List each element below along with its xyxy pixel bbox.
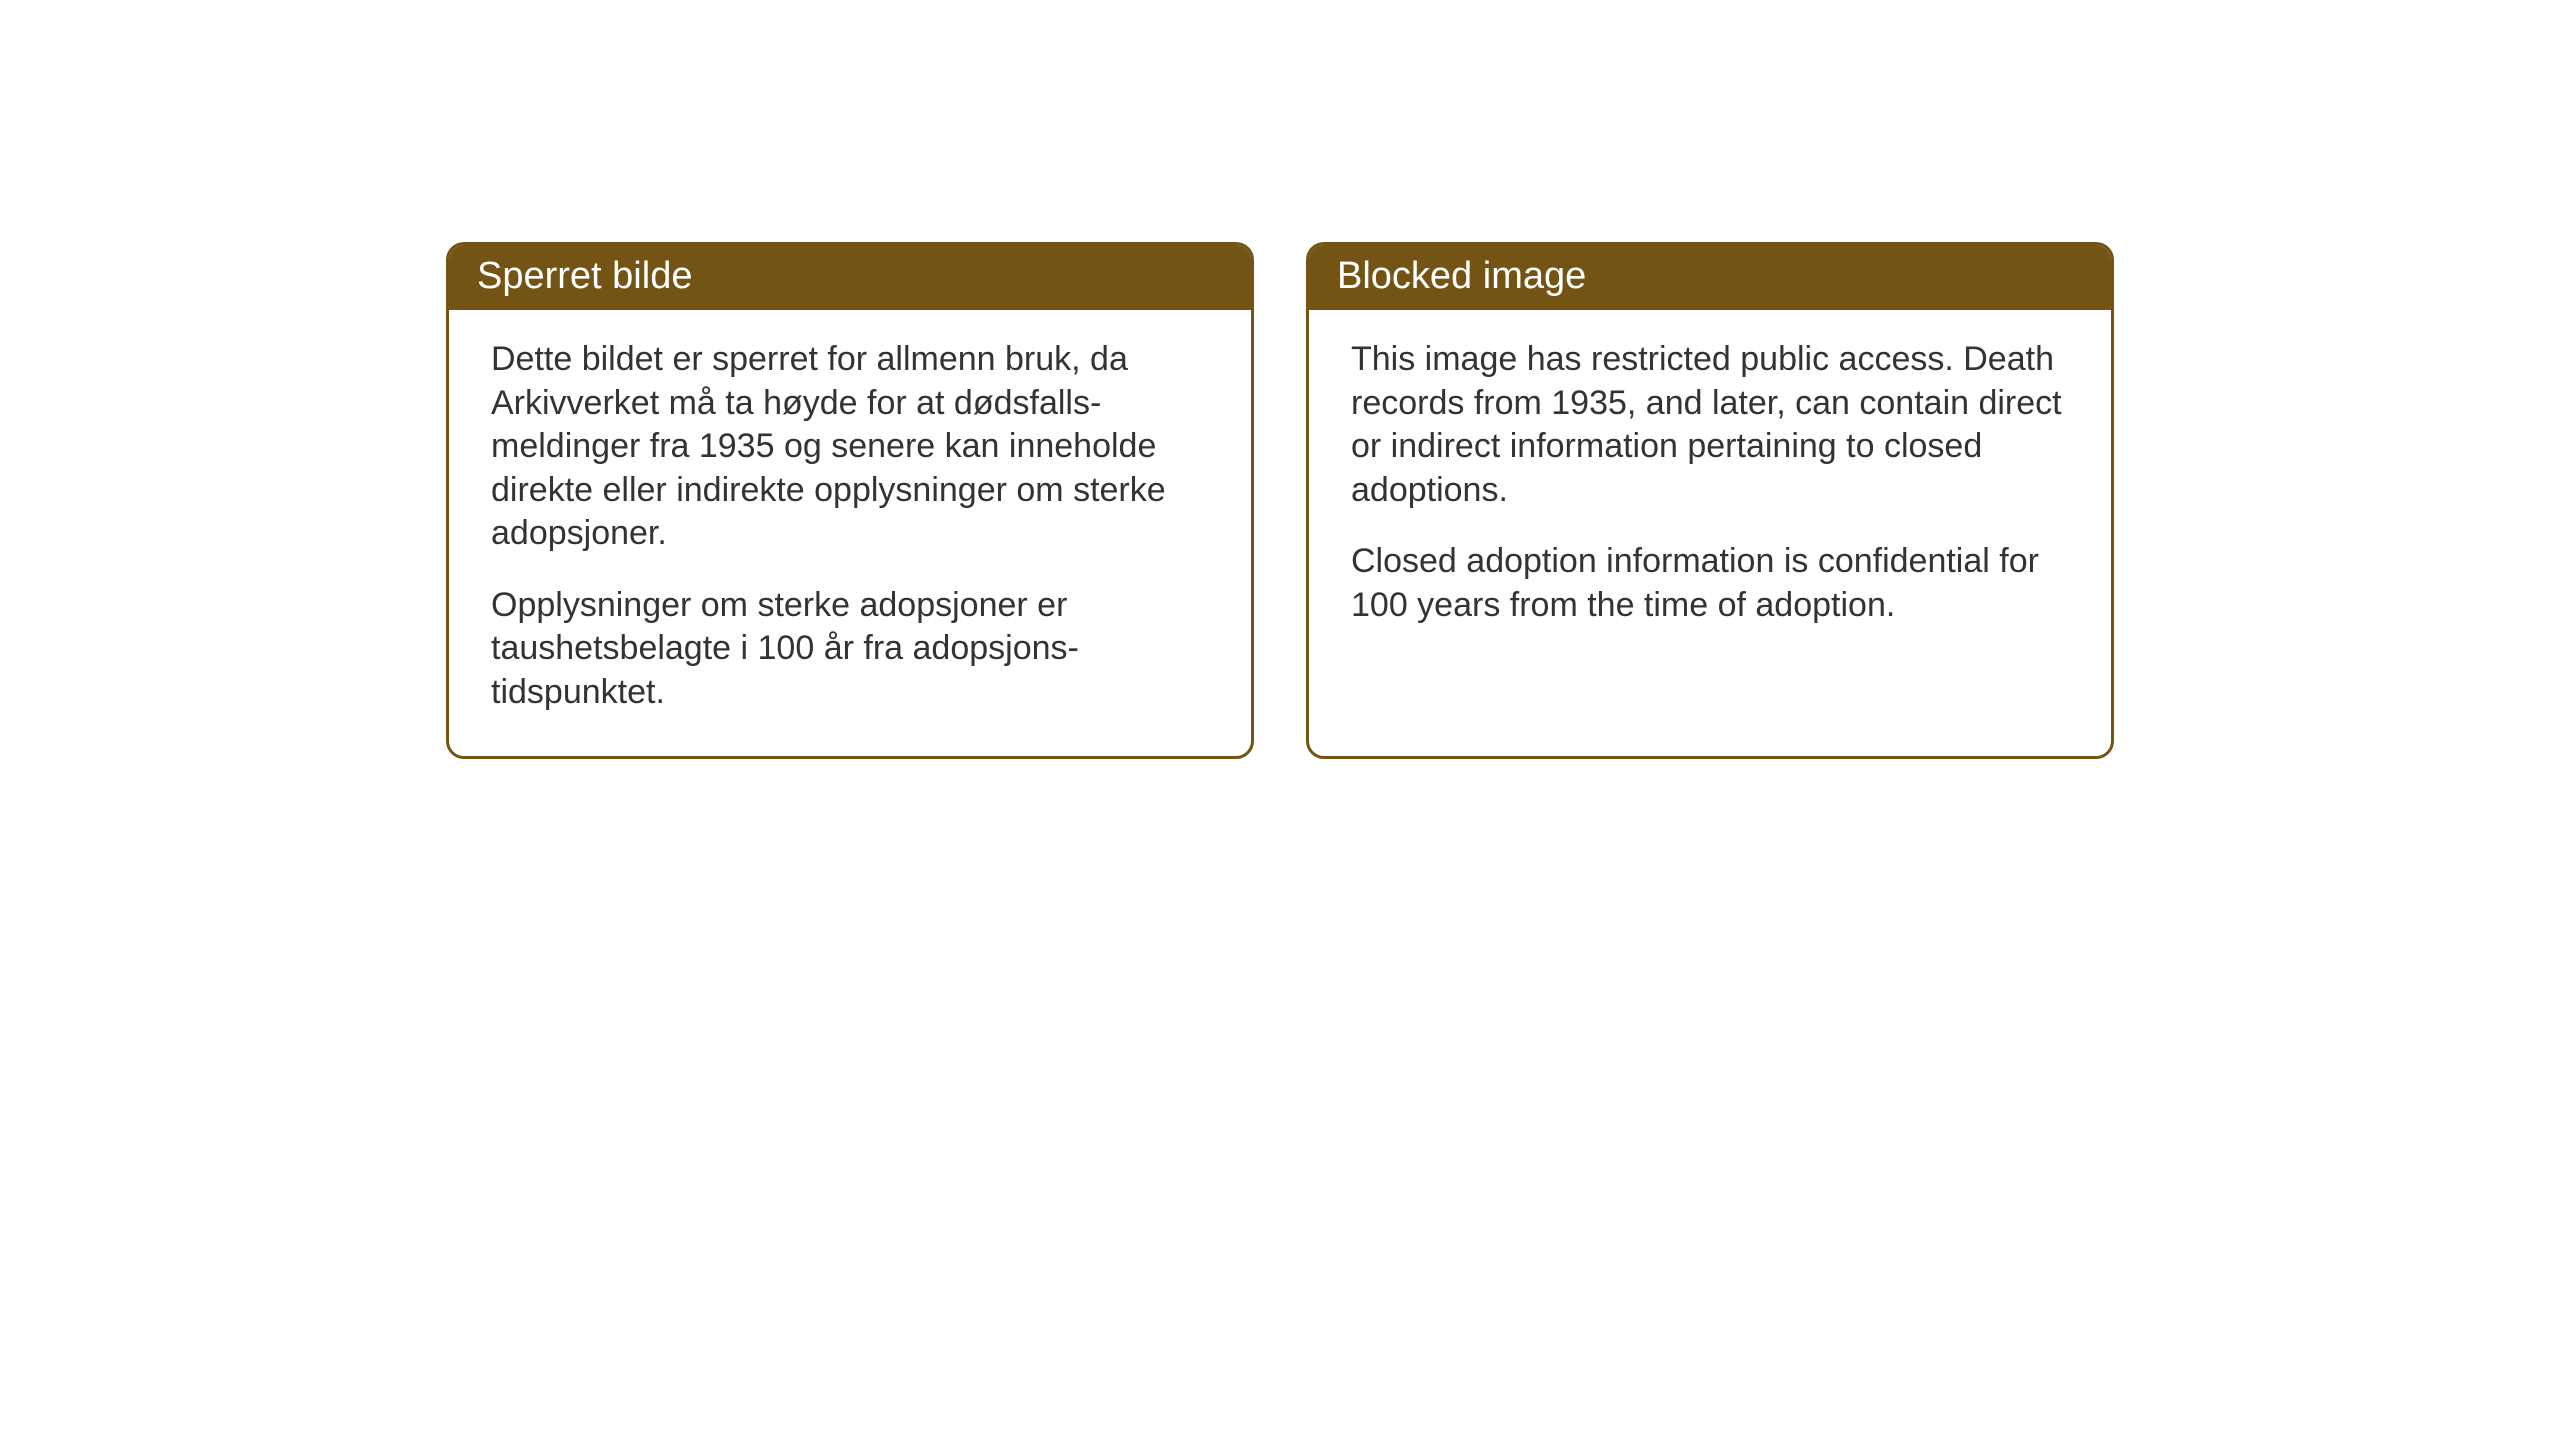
notice-container: Sperret bilde Dette bildet er sperret fo…	[446, 242, 2114, 759]
notice-box-english: Blocked image This image has restricted …	[1306, 242, 2114, 759]
notice-paragraph: This image has restricted public access.…	[1351, 338, 2069, 512]
notice-header-english: Blocked image	[1309, 245, 2111, 310]
notice-box-norwegian: Sperret bilde Dette bildet er sperret fo…	[446, 242, 1254, 759]
notice-body-english: This image has restricted public access.…	[1309, 310, 2111, 710]
notice-paragraph: Opplysninger om sterke adopsjoner er tau…	[491, 584, 1209, 715]
notice-paragraph: Dette bildet er sperret for allmenn bruk…	[491, 338, 1209, 556]
notice-body-norwegian: Dette bildet er sperret for allmenn bruk…	[449, 310, 1251, 756]
notice-header-norwegian: Sperret bilde	[449, 245, 1251, 310]
notice-paragraph: Closed adoption information is confident…	[1351, 540, 2069, 627]
